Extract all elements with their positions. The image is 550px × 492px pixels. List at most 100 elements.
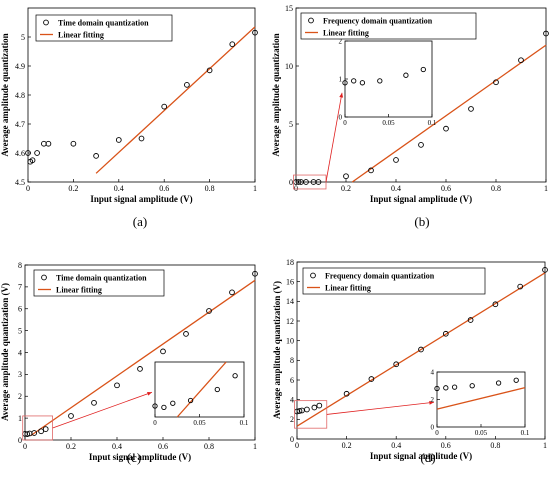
main-a-xtick-label: 1 <box>253 184 257 193</box>
inset-d-frame <box>436 371 526 428</box>
main-d-data-point <box>492 301 499 308</box>
panel-b: 00.20.40.60.8105101500.050.1012×10-3Freq… <box>271 4 549 229</box>
main-a-xtick-label: 0.4 <box>114 184 124 193</box>
legend-box <box>300 12 477 40</box>
inset-b-data-point <box>359 80 366 86</box>
main-c-ytick-label: 6 <box>18 305 22 314</box>
main-c-xtick-label: 0.4 <box>112 442 122 451</box>
main-a-xtick-label: 0.2 <box>68 184 78 193</box>
main-c-data-point <box>229 289 235 296</box>
main-c-data-point <box>252 270 258 277</box>
main-c-xtick-label: 0.6 <box>158 442 168 451</box>
inset-c-xtick-label: 0 <box>153 419 157 427</box>
main-d-ytick-label: 0 <box>290 435 294 444</box>
main-d-data-point <box>316 402 323 409</box>
main-d-data-point <box>304 406 310 413</box>
main-d-ytick-label: 14 <box>286 297 294 306</box>
main-b-xtick-label: 0.6 <box>441 184 451 193</box>
main-d-xtick-label: 1 <box>543 441 547 450</box>
main-b-data-point <box>393 157 399 163</box>
main-c-fit-line <box>30 279 256 437</box>
inset-c-data-point <box>161 404 167 411</box>
inset-b-frame <box>344 40 433 118</box>
panel-c: 0 0.2 0.4 0.6 0.8 1 0 1 2 3 4 5 6 7 8 0 0.05 0.1 Time doma… <box>0 261 258 465</box>
inset-d-data-point <box>469 383 475 389</box>
inset-b-data-point <box>342 80 348 86</box>
main-d-xtick-label: 0.2 <box>342 441 352 450</box>
main-b-ytick-label: 0 <box>289 178 293 187</box>
inset-d-xtick-label: 0.1 <box>521 429 530 437</box>
main-d-xtick-label: 0.8 <box>490 441 500 450</box>
main-c-data-point <box>137 366 143 372</box>
inset-d-fit-line <box>436 387 526 410</box>
panel-caption: (d) <box>420 450 435 465</box>
main-b-fit-line <box>351 44 547 183</box>
inset-b-xtick-label: 0.1 <box>428 119 437 127</box>
zoom-arrow-head <box>147 391 152 396</box>
inset-d-data-point <box>451 384 458 390</box>
main-d-ytick-label: 16 <box>286 277 294 286</box>
zoom-arrow <box>52 391 153 429</box>
main-c-data-point <box>183 331 189 337</box>
main-a-xtick-label: 0 <box>26 184 30 193</box>
inset-b-ytick-label: 2 <box>339 37 343 45</box>
main-c-xtick-label: 1 <box>253 442 257 451</box>
main-c-data-point <box>91 399 97 406</box>
main-c-ytick-label: 3 <box>18 370 22 379</box>
main-a-data-point <box>184 81 190 88</box>
main-c-ytick-label: 4 <box>18 348 22 357</box>
main-c-ytick-label: 1 <box>18 414 22 423</box>
main-b-xtick-label: 1 <box>544 184 548 193</box>
legend: Time domain quantization Linear fitting <box>33 269 165 297</box>
inset-b-data-point <box>351 78 357 84</box>
legend-entry-data: Time domain quantization <box>56 274 147 283</box>
legend: Frequency domain quantization Linear fitt… <box>302 267 486 295</box>
main-b-data-point <box>443 125 449 132</box>
main-c-ytick-label: 0 <box>18 436 22 445</box>
main-d-data-point <box>442 330 449 337</box>
inset-c-fit-line <box>176 361 227 418</box>
legend: Time domain quantization Linear fitting <box>35 14 173 42</box>
y-axis-label: Average amplitude quantization (V) <box>272 281 282 419</box>
main-b-data-point <box>368 167 374 174</box>
main-d-fit-line <box>296 272 546 427</box>
main-a-data-point <box>34 150 40 156</box>
main-d-ytick-label: 4 <box>290 395 294 404</box>
main-c-data-point <box>38 428 44 435</box>
main-c-xtick-label: 0 <box>23 442 27 451</box>
legend-entry-fit: Linear fitting <box>323 29 369 38</box>
inset-d-ytick-label: 2 <box>431 396 435 404</box>
main-c-data-point <box>160 348 166 355</box>
main-b-xtick-label: 0.4 <box>391 184 401 193</box>
inset-b-data-point <box>403 72 409 78</box>
main-b-data-point <box>295 179 302 185</box>
main-a-data-point <box>206 67 213 74</box>
main-a-data-point <box>252 29 258 36</box>
main-d-data-point <box>368 376 375 382</box>
legend-entry-fit: Linear fitting <box>325 284 371 293</box>
legend-box <box>33 269 165 297</box>
inset-c-data-point <box>152 403 158 409</box>
main-a-ytick-label: 4.7 <box>15 120 25 129</box>
main-a-ytick-label: 5 <box>21 33 25 42</box>
main-b-data-point <box>543 30 549 37</box>
legend-marker-icon <box>43 19 49 26</box>
main-d-data-point <box>517 283 524 290</box>
inset-b-data-point <box>377 78 383 84</box>
main-c-data-point <box>206 308 212 314</box>
main-d-xtick-label: 0.4 <box>391 441 401 450</box>
main-b-data-point <box>418 142 424 148</box>
legend-entry-fit: Linear fitting <box>58 31 104 40</box>
main-b-data-point <box>315 179 322 185</box>
main-c-ytick-label: 8 <box>18 261 22 270</box>
main-d-xtick-label: 0 <box>295 441 299 450</box>
panel-caption: (c) <box>127 450 141 465</box>
legend-entry-data: Frequency domain quantization <box>323 17 433 26</box>
inset-b-ytick-label: 0 <box>339 113 343 121</box>
inset-d-ytick-label: 0 <box>431 423 435 431</box>
main-c-data-point <box>42 426 49 432</box>
main-b-ytick-label: 5 <box>289 120 293 129</box>
main-d-xtick-label: 0.6 <box>441 441 451 450</box>
main-d-data-point <box>393 361 400 368</box>
